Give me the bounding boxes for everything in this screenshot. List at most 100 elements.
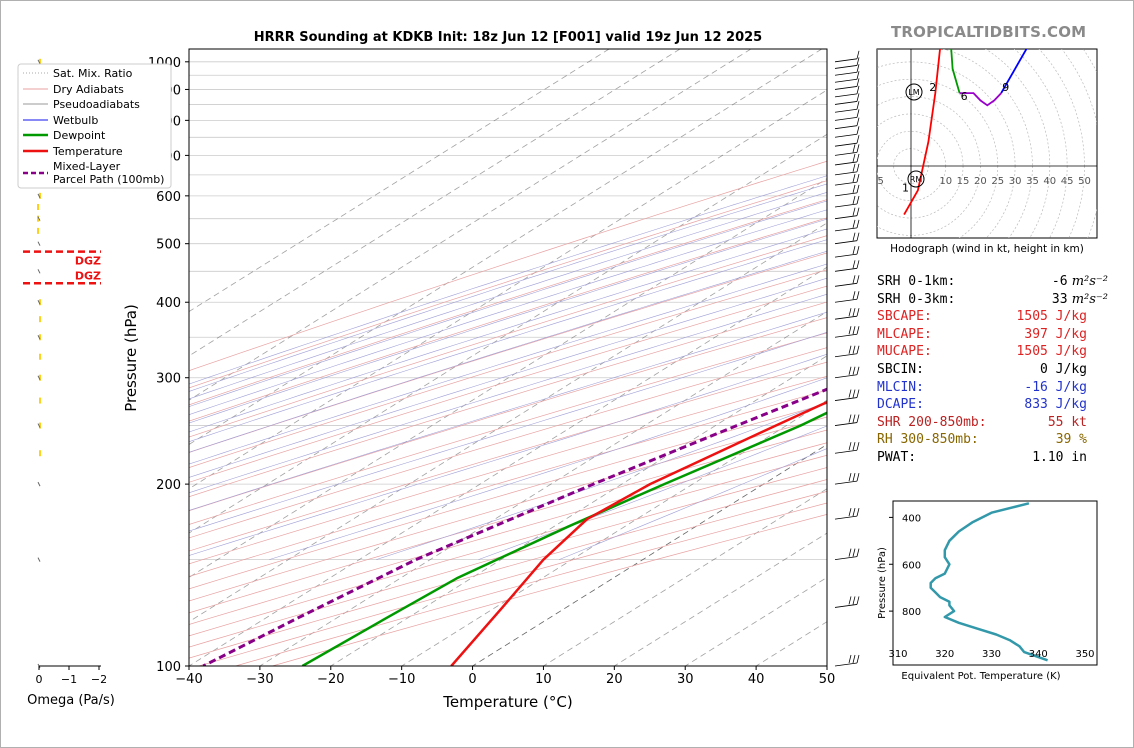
theta-e-x-label: Equivalent Pot. Temperature (K) (901, 671, 1060, 682)
theta-e-x-tick-label: 340 (1029, 649, 1048, 660)
wind-barb (834, 86, 858, 90)
skew-t-plot: 124681013162024303664F85F−40−30−20−10010… (122, 30, 1134, 711)
omega-grid-tick (37, 375, 41, 380)
wind-barb-flag (856, 207, 860, 216)
wind-barb-flag (852, 389, 856, 398)
dry-adiabat-line (189, 180, 827, 389)
stat-row: PWAT: 1.10 in (877, 449, 1117, 467)
legend-box (17, 63, 172, 189)
x-tick-label: 30 (677, 672, 694, 687)
wind-barb (834, 171, 858, 176)
stat-number: 39 % (1055, 432, 1087, 448)
stat-number: 55 kt (1047, 414, 1087, 430)
moist-adiabat-line (189, 293, 827, 494)
storm-motion-label: LM (908, 88, 919, 97)
wind-barb-flag (848, 473, 852, 482)
wind-barb-flag (852, 654, 856, 664)
omega-bar (39, 334, 41, 341)
hodograph-frame (876, 48, 1098, 239)
hodograph-plot: 510152025303540455012369LMRMHodograph (w… (876, 48, 1098, 255)
wind-barb-flag (856, 508, 860, 517)
wind-barb-flag (852, 260, 856, 269)
x-tick-label: 40 (748, 672, 765, 687)
wind-barb-flag (856, 366, 860, 375)
wind-barb-flag (848, 326, 852, 335)
omega-grid-tick (37, 300, 41, 305)
omega-bar (39, 422, 41, 429)
moist-adiabat-line (189, 277, 827, 478)
dry-adiabat-line (189, 347, 827, 539)
stat-number: 1505 J/kg (1016, 344, 1087, 360)
wind-barb (834, 58, 858, 63)
chart-title: HRRR Sounding at KDKB Init: 18z Jun 12 [… (254, 30, 762, 45)
wind-barb (834, 282, 858, 287)
wind-barb (834, 116, 858, 121)
moist-adiabat-line (189, 331, 827, 532)
hodograph-tick-label: 5 (877, 176, 883, 187)
stat-number: 397 J/kg (1024, 326, 1087, 342)
wind-barb-flag (856, 596, 860, 605)
hodograph-tick-label: 40 (1043, 176, 1056, 187)
hodograph-tick-label: 50 (1078, 176, 1091, 187)
wind-barb (834, 480, 858, 485)
stat-value: 0 J/kg (1040, 361, 1087, 379)
mixing-ratio-line (1125, 49, 1134, 244)
omega-tick-label: 0 (36, 673, 43, 686)
omega-bar (37, 215, 39, 222)
wind-barb (834, 298, 858, 303)
stat-unit: m²s⁻² (1067, 291, 1108, 307)
wind-barb-flag (856, 135, 860, 144)
wind-barb-flag (852, 548, 856, 557)
stat-label: SBCAPE: (877, 309, 932, 325)
omega-grid-tick (37, 269, 41, 274)
wind-barb-flag (852, 195, 856, 205)
wind-barb (834, 353, 858, 358)
wind-barb-flag (848, 414, 852, 423)
hodograph-tick-label: 25 (991, 176, 1004, 187)
x-tick-label: −40 (175, 672, 202, 687)
dewpoint-line (301, 411, 827, 666)
wind-barb-flag (848, 345, 852, 354)
theta-e-y-tick-label: 800 (902, 607, 921, 618)
wind-barb-flag (856, 57, 860, 66)
theta-e-frame (892, 500, 1098, 666)
stat-value: 1505 J/kg (1017, 308, 1087, 326)
moist-adiabat-line (189, 200, 827, 407)
y-tick-label: 600 (156, 190, 181, 205)
theta-e-plot: 400 600 800 310 320 330 340 350 Equivalent Pot. … (877, 500, 1098, 682)
isotherm-line (189, 49, 610, 313)
x-tick-label: 0 (468, 672, 476, 687)
wind-barb-flag (852, 414, 856, 423)
wind-barb-flag (856, 654, 860, 664)
stat-row: DCAPE: 833 J/kg (877, 396, 1117, 414)
temperature-line (450, 400, 827, 666)
moist-adiabat-line (189, 209, 827, 415)
wind-barb-flag (852, 508, 856, 517)
y-tick-label: 300 (156, 372, 181, 387)
stat-row: SHR 200-850mb: 55 kt (877, 414, 1117, 432)
isotherm-line (189, 49, 681, 357)
storm-motion-label: RM (910, 175, 923, 184)
isotherm-line (472, 444, 827, 666)
dry-adiabat-line (189, 269, 827, 468)
wind-barb-flag (856, 389, 860, 398)
omega-bar (39, 316, 41, 323)
dgz-label: DGZ (75, 269, 101, 282)
omega-axis-label: Omega (Pa/s) (27, 693, 115, 708)
stat-row: MLCIN: -16 J/kg (877, 379, 1117, 397)
stat-value: -16 J/kg (1024, 379, 1087, 397)
wind-barb-flag (856, 144, 860, 153)
legend-label: Dewpoint (53, 129, 106, 142)
hodograph-tick-label: 30 (1009, 176, 1022, 187)
stat-value: -6 m²s⁻² (1052, 273, 1108, 291)
hodograph-trace (959, 92, 1002, 107)
wind-barb-flag (856, 246, 860, 255)
legend-label: Temperature (52, 145, 123, 158)
wind-barb (834, 374, 858, 379)
stat-row: SRH 0-3km: 33 m²s⁻² (877, 291, 1117, 309)
wind-barb-flag (856, 64, 860, 73)
wind-barb (834, 333, 858, 338)
moist-adiabat-line (189, 218, 827, 424)
theta-e-y-tick-label: 600 (902, 560, 921, 571)
hodograph-height-label: 1 (902, 181, 909, 194)
